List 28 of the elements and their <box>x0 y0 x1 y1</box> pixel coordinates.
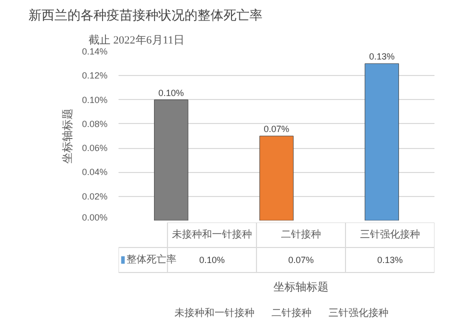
x-tick-label: 三针强化接种 <box>360 228 420 240</box>
y-tick-label: 0.08% <box>82 118 108 129</box>
bar <box>154 100 188 220</box>
category-label: 二针接种 <box>272 308 312 319</box>
bar <box>259 136 294 220</box>
data-label: 0.13% <box>377 255 403 265</box>
text: 0.10% <box>158 88 184 98</box>
bar <box>364 63 399 220</box>
x-tick-label: 未接种和一针接种 <box>172 228 252 240</box>
chart-title: 新西兰的各种疫苗接种状况的整体死亡率 <box>28 8 262 22</box>
y-tick-label: 0.00% <box>82 212 108 222</box>
y-axis-title: 坐标轴标题 <box>60 108 74 164</box>
category-label: 未接种和一针接种 <box>174 308 254 319</box>
chart-subtitle: 截止 2022年6月11日 <box>88 34 184 46</box>
y-tick-label: 0.10% <box>82 94 108 105</box>
data-label: 0.07% <box>288 255 314 265</box>
text: 0.07% <box>264 124 290 134</box>
data-label: 0.10% <box>199 255 225 265</box>
category-label: 三针强化接种 <box>328 308 388 319</box>
x-tick-label: 二针接种 <box>280 228 321 240</box>
y-tick-label: 0.12% <box>82 70 108 81</box>
x-axis-title: 坐标轴标题 <box>273 280 328 294</box>
legend-label: 整体死亡率 <box>126 254 177 266</box>
text: 0.13% <box>369 52 395 62</box>
y-tick-label: 0.06% <box>82 143 108 154</box>
y-tick-label: 0.14% <box>82 46 108 56</box>
y-tick-label: 0.04% <box>82 167 108 178</box>
y-tick-label: 0.02% <box>82 191 108 202</box>
